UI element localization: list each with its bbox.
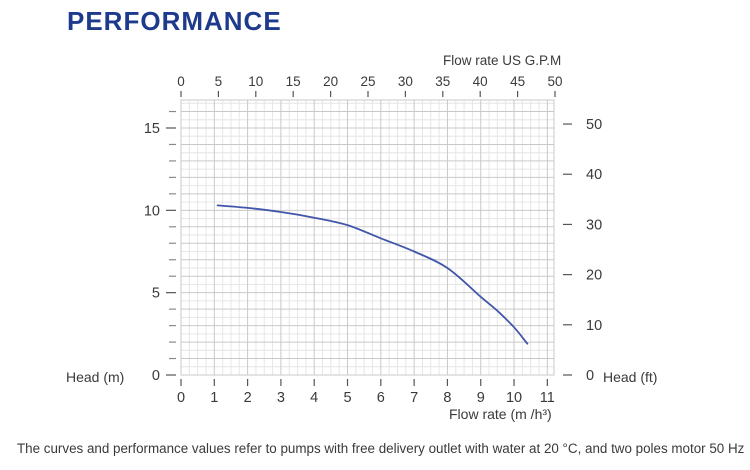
bottom-axis-tick-label: 11 [540, 390, 555, 406]
pump-head-curve [216, 204, 529, 345]
right-axis-tick-label: 30 [586, 217, 602, 233]
bottom-axis-label: Flow rate (m /h³) [449, 406, 552, 422]
page-title: PERFORMANCE [67, 6, 282, 36]
top-axis-tick-label: 15 [286, 74, 301, 89]
grid-minor-lines [181, 100, 554, 375]
plot-border [180, 99, 555, 376]
axis-ticks [166, 91, 572, 386]
left-axis-label: Head (m) [66, 369, 125, 385]
bottom-axis-tick-label: 10 [506, 390, 522, 406]
top-axis-tick-label: 20 [323, 74, 338, 89]
top-axis-tick-label: 0 [177, 74, 185, 89]
bottom-axis-tick-label: 6 [377, 390, 385, 406]
left-axis-tick-label: 5 [152, 286, 160, 302]
bottom-axis-tick-label: 8 [443, 390, 451, 406]
right-axis-tick-label: 20 [586, 268, 602, 284]
bottom-axis-tick-label: 9 [477, 390, 485, 406]
left-axis-tick-label: 15 [144, 121, 160, 137]
right-axis-tick-label: 10 [586, 318, 602, 334]
series [216, 204, 529, 345]
top-axis-tick-label: 45 [510, 74, 525, 89]
footer-note: The curves and performance values refer … [17, 441, 745, 456]
bottom-axis-tick-label: 1 [210, 390, 218, 406]
chart-canvas: 0 5 10 15 20 25 30 35 40 45 500 1 2 3 4 5 6 7 8 9 10 11051015… [144, 74, 602, 406]
bottom-axis-tick-label: 5 [343, 390, 351, 406]
bottom-axis-tick-label: 4 [310, 390, 318, 406]
top-axis-tick-label: 25 [360, 74, 375, 89]
bottom-axis-tick-label: 3 [277, 390, 285, 406]
right-axis-label: Head (ft) [603, 369, 658, 385]
top-axis-tick-label: 35 [435, 74, 450, 89]
right-axis-tick-label: 0 [586, 368, 594, 384]
right-axis-tick-label: 40 [586, 167, 602, 183]
top-axis-tick-label: 10 [248, 74, 263, 89]
right-axis-tick-label: 50 [586, 117, 602, 133]
top-axis-tick-label: 5 [215, 74, 223, 89]
grid-major-lines [180, 99, 555, 376]
top-axis-label: Flow rate US G.P.M [443, 53, 562, 68]
top-axis-tick-label: 50 [547, 74, 562, 89]
left-axis-tick-label: 0 [152, 368, 160, 384]
axis-tick-labels: 0 5 10 15 20 25 30 35 40 45 500 1 2 3 4 5 6 7 8 9 10 11051015… [144, 74, 602, 406]
top-axis-tick-label: 40 [473, 74, 488, 89]
left-axis-tick-label: 10 [144, 203, 160, 219]
bottom-axis-tick-label: 2 [244, 390, 252, 406]
top-axis-tick-label: 30 [398, 74, 413, 89]
bottom-axis-tick-label: 0 [177, 390, 185, 406]
bottom-axis-tick-label: 7 [410, 390, 418, 406]
